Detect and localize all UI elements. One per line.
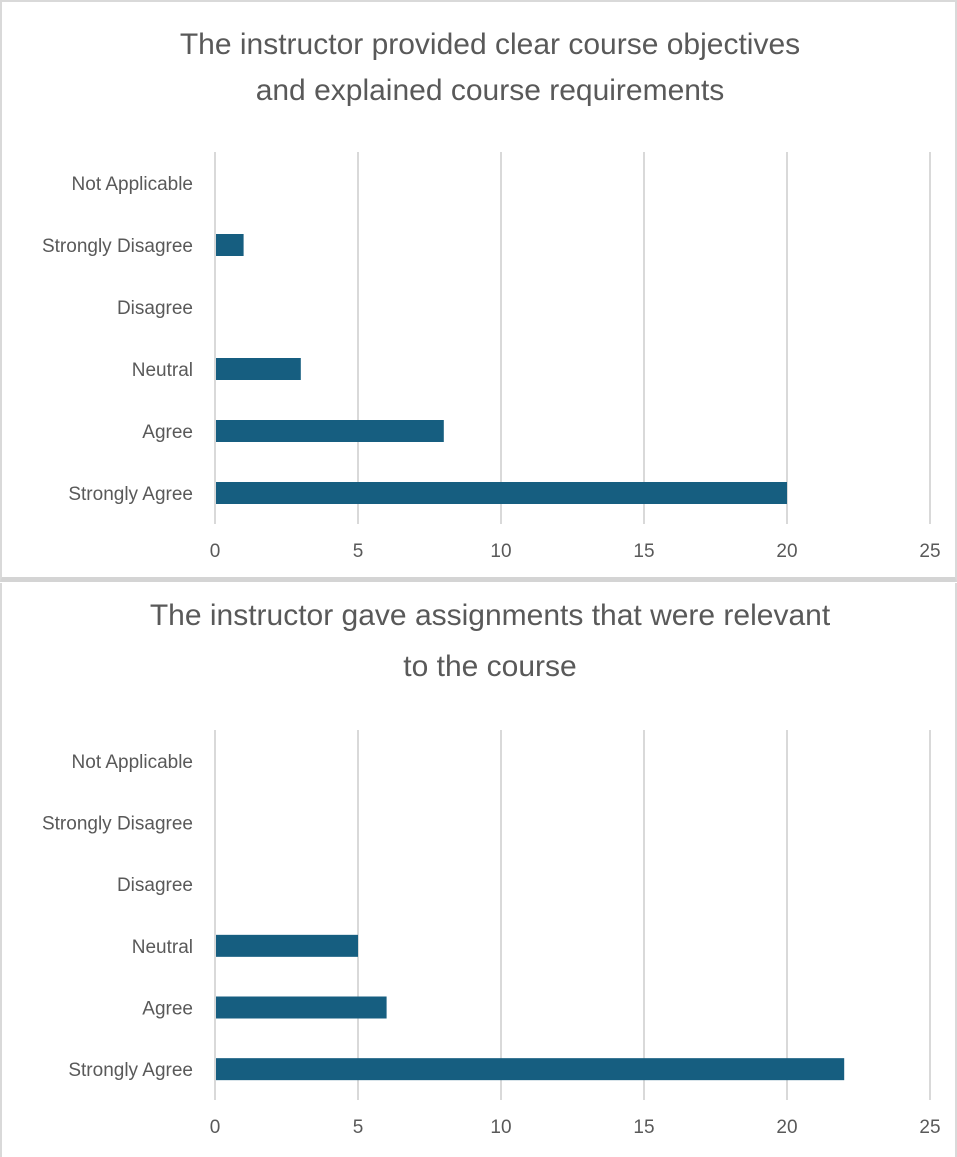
chart-panel-course-objectives: The instructor provided clear course obj… xyxy=(0,0,957,582)
chart1-bar-agree xyxy=(216,420,444,442)
chart1-title-line-1: The instructor provided clear course obj… xyxy=(180,28,800,61)
chart2-tick-label-0: 0 xyxy=(210,1117,221,1138)
chart1-tick-label-25: 25 xyxy=(919,541,940,562)
chart2-bar-agree xyxy=(216,996,387,1019)
chart2-category-label-strongly-agree: Strongly Agree xyxy=(68,1060,193,1081)
chart1-bar-strongly-agree xyxy=(216,482,787,504)
chart1-tick-label-0: 0 xyxy=(210,541,221,562)
chart2-bar-strongly-agree xyxy=(216,1058,845,1081)
chart1-category-label-disagree: Disagree xyxy=(117,298,193,319)
chart2-category-label-neutral: Neutral xyxy=(132,937,193,958)
chart1-category-label-strongly-disagree: Strongly Disagree xyxy=(42,236,193,257)
chart2-tick-label-20: 20 xyxy=(776,1117,797,1138)
chart2-category-label-not-applicable: Not Applicable xyxy=(72,752,193,773)
chart2-tick-label-5: 5 xyxy=(353,1117,364,1138)
chart2-category-label-disagree: Disagree xyxy=(117,875,193,896)
chart1-category-label-neutral: Neutral xyxy=(132,360,193,381)
chart1-tick-label-15: 15 xyxy=(633,541,654,562)
chart1-category-label-agree: Agree xyxy=(142,422,193,443)
chart2-category-label-agree: Agree xyxy=(142,999,193,1020)
chart1-tick-label-5: 5 xyxy=(353,541,364,562)
chart1-bar-strongly-disagree xyxy=(216,234,244,256)
chart2-category-label-strongly-disagree: Strongly Disagree xyxy=(42,814,193,835)
chart2-tick-label-10: 10 xyxy=(490,1117,511,1138)
chart-panel-assignments-relevant: The instructor gave assignments that wer… xyxy=(0,583,957,1157)
bar-chart-course-objectives: The instructor provided clear course obj… xyxy=(42,28,941,562)
chart1-category-label-not-applicable: Not Applicable xyxy=(72,174,193,195)
chart1-bar-neutral xyxy=(216,358,301,380)
chart2-bar-neutral xyxy=(216,934,358,957)
bar-chart-assignments-relevant: The instructor gave assignments that wer… xyxy=(42,599,941,1138)
chart1-category-label-strongly-agree: Strongly Agree xyxy=(68,484,193,505)
chart2-title-line-2: to the course xyxy=(403,650,576,683)
chart1-tick-label-10: 10 xyxy=(490,541,511,562)
chart1-tick-label-20: 20 xyxy=(776,541,797,562)
chart2-tick-label-25: 25 xyxy=(919,1117,940,1138)
chart2-title-line-1: The instructor gave assignments that wer… xyxy=(150,599,831,632)
chart2-tick-label-15: 15 xyxy=(633,1117,654,1138)
chart1-title-line-2: and explained course requirements xyxy=(256,74,725,107)
